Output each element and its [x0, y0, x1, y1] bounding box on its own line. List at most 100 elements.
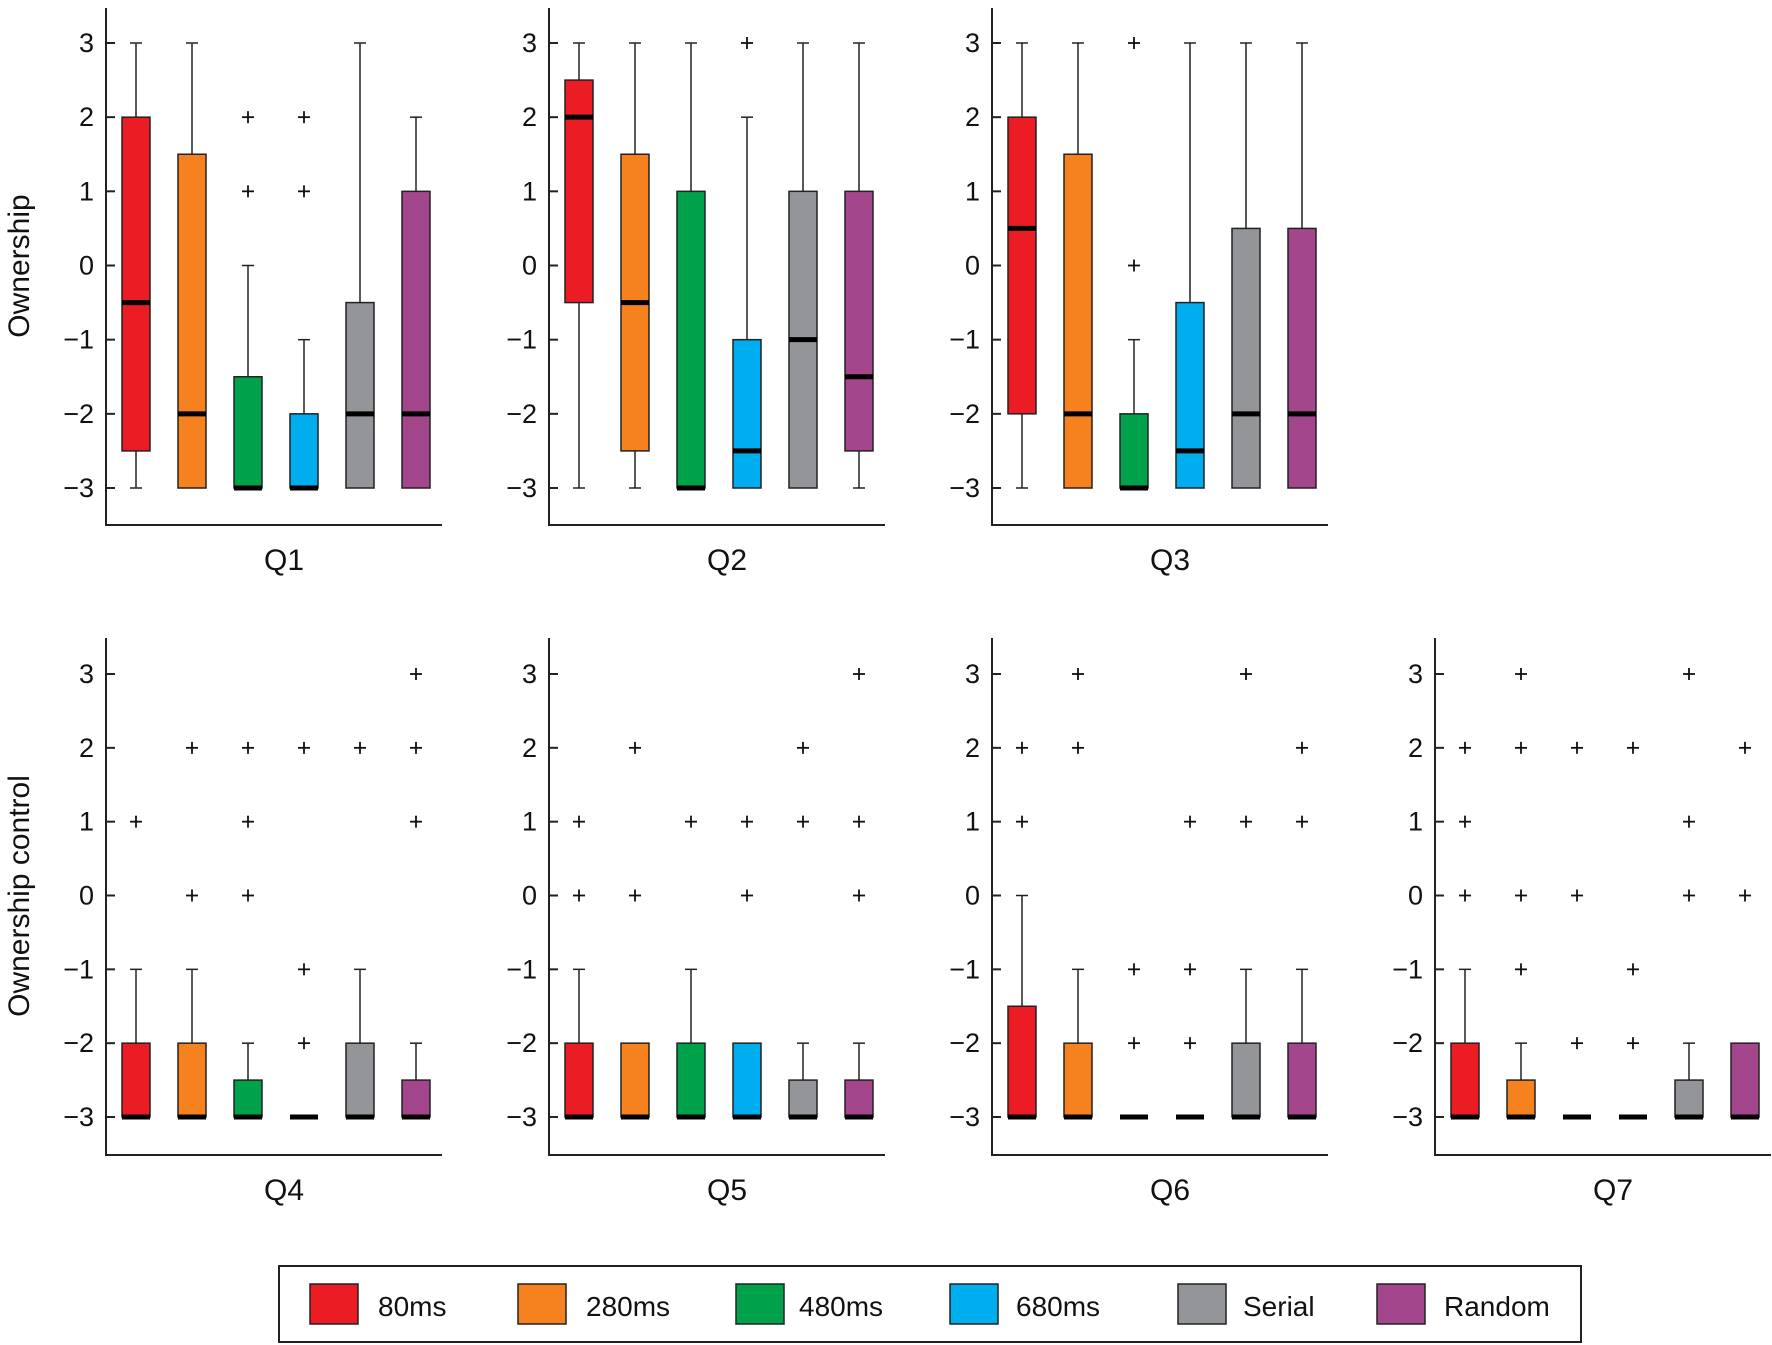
y-tick-label: −3 — [63, 1102, 94, 1132]
box-random — [844, 668, 874, 1120]
outlier-marker — [410, 668, 422, 680]
y-tick-label: −2 — [63, 399, 94, 429]
outlier-marker — [298, 1037, 310, 1050]
y-tick-label: 3 — [79, 28, 94, 58]
y-tick-label: 3 — [965, 28, 980, 58]
y-tick-label: 1 — [522, 176, 537, 206]
box-280ms — [620, 741, 650, 1120]
box-280ms — [177, 741, 207, 1120]
panel-q1: 3 2 1 0 −1 −2 −3 Q1 — [63, 8, 442, 577]
outlier-marker — [1627, 741, 1639, 754]
box-iqr — [620, 1042, 650, 1118]
legend: 80ms 280ms 480ms 680ms Serial Random — [278, 1265, 1582, 1343]
y-tick-label: 0 — [79, 251, 94, 281]
outlier-marker — [685, 815, 697, 828]
y-tick-label: 2 — [965, 733, 980, 763]
outlier-marker — [573, 815, 585, 828]
outlier-marker — [1683, 668, 1695, 680]
y-tick-label: 0 — [965, 251, 980, 281]
box-680ms — [1175, 42, 1205, 489]
box-iqr — [401, 190, 431, 489]
box-iqr — [1231, 227, 1261, 489]
outlier-marker — [1627, 1037, 1639, 1050]
box-iqr — [121, 116, 151, 452]
y-tick-label: 0 — [79, 881, 94, 911]
y-tick-label: 2 — [79, 102, 94, 132]
box-480ms — [1563, 741, 1591, 1120]
box-iqr — [844, 190, 874, 452]
outlier-marker — [1072, 741, 1084, 754]
outlier-marker — [741, 889, 753, 902]
box-iqr — [844, 1079, 874, 1118]
outlier-marker — [1459, 889, 1471, 902]
y-tick-label: 2 — [1408, 733, 1423, 763]
y-tick-label: −1 — [506, 325, 537, 355]
outlier-marker — [242, 889, 254, 902]
panel-label: Q6 — [1150, 1174, 1190, 1207]
outlier-marker — [1240, 815, 1252, 828]
box-280ms — [620, 42, 650, 489]
y-tick-label: 2 — [522, 102, 537, 132]
panel-q7: 3 2 1 0 −1 −2 −3 Q7 — [1392, 638, 1771, 1207]
box-iqr — [289, 413, 319, 489]
outlier-marker — [741, 37, 753, 49]
box-iqr — [1674, 1079, 1704, 1118]
legend-swatch — [1376, 1283, 1426, 1325]
box-iqr — [233, 1079, 263, 1118]
box-random — [401, 116, 431, 489]
row-ylabels: Ownership Ownership control — [3, 194, 36, 1017]
panels-layer: 3 2 1 0 −1 −2 −3 Q1 3 2 1 0 −1 −2 −3 Q2 3 2 1 0 −1 −2 −3 Q3 3 2 1 0… — [63, 8, 1771, 1207]
y-tick-label: −1 — [63, 325, 94, 355]
panel-q3: 3 2 1 0 −1 −2 −3 Q3 — [949, 8, 1328, 577]
y-tick-label: −3 — [506, 1102, 537, 1132]
outlier-marker — [1296, 741, 1308, 754]
y-tick-label: 3 — [79, 659, 94, 689]
outlier-marker — [1683, 815, 1695, 828]
legend-swatch — [1177, 1283, 1227, 1325]
box-iqr — [732, 338, 762, 489]
box-680ms — [289, 111, 319, 491]
box-iqr — [1063, 1042, 1093, 1118]
legend-swatch — [735, 1283, 785, 1325]
box-iqr — [1287, 1042, 1317, 1118]
box-serial — [788, 741, 818, 1120]
panel-q2: 3 2 1 0 −1 −2 −3 Q2 — [506, 8, 885, 577]
y-tick-label: 3 — [522, 28, 537, 58]
box-iqr — [1450, 1042, 1480, 1118]
legend-label: 680ms — [1016, 1291, 1100, 1322]
outlier-marker — [1683, 889, 1695, 902]
box-iqr — [401, 1079, 431, 1118]
box-80ms — [1007, 42, 1037, 489]
outlier-marker — [1515, 741, 1527, 754]
box-280ms — [1506, 668, 1536, 1120]
box-iqr — [1007, 116, 1037, 415]
box-680ms — [1176, 815, 1204, 1120]
panel-q6: 3 2 1 0 −1 −2 −3 Q6 — [949, 638, 1328, 1207]
box-iqr — [345, 1042, 375, 1118]
panel-label: Q3 — [1150, 544, 1190, 577]
box-iqr — [564, 79, 594, 304]
legend-entry-480ms: 480ms — [735, 1283, 883, 1325]
outlier-marker — [1240, 668, 1252, 680]
y-tick-label: −3 — [63, 473, 94, 503]
box-random — [1287, 42, 1317, 489]
outlier-marker — [629, 741, 641, 754]
legend-label: Random — [1444, 1291, 1550, 1322]
y-tick-label: −2 — [949, 1028, 980, 1058]
y-tick-label: 2 — [965, 102, 980, 132]
outlier-marker — [1515, 668, 1527, 680]
outlier-marker — [298, 963, 310, 976]
y-tick-label: −1 — [949, 325, 980, 355]
box-iqr — [788, 1079, 818, 1118]
legend-entry-random: Random — [1376, 1283, 1550, 1325]
legend-entry-280ms: 280ms — [517, 1283, 670, 1325]
outlier-marker — [242, 741, 254, 754]
box-iqr — [1063, 153, 1093, 489]
box-iqr — [177, 1042, 207, 1118]
outlier-marker — [186, 741, 198, 754]
box-80ms — [121, 42, 151, 489]
outlier-marker — [1627, 963, 1639, 976]
y-tick-label: −1 — [949, 954, 980, 984]
box-80ms — [121, 815, 151, 1120]
box-iqr — [345, 301, 375, 489]
